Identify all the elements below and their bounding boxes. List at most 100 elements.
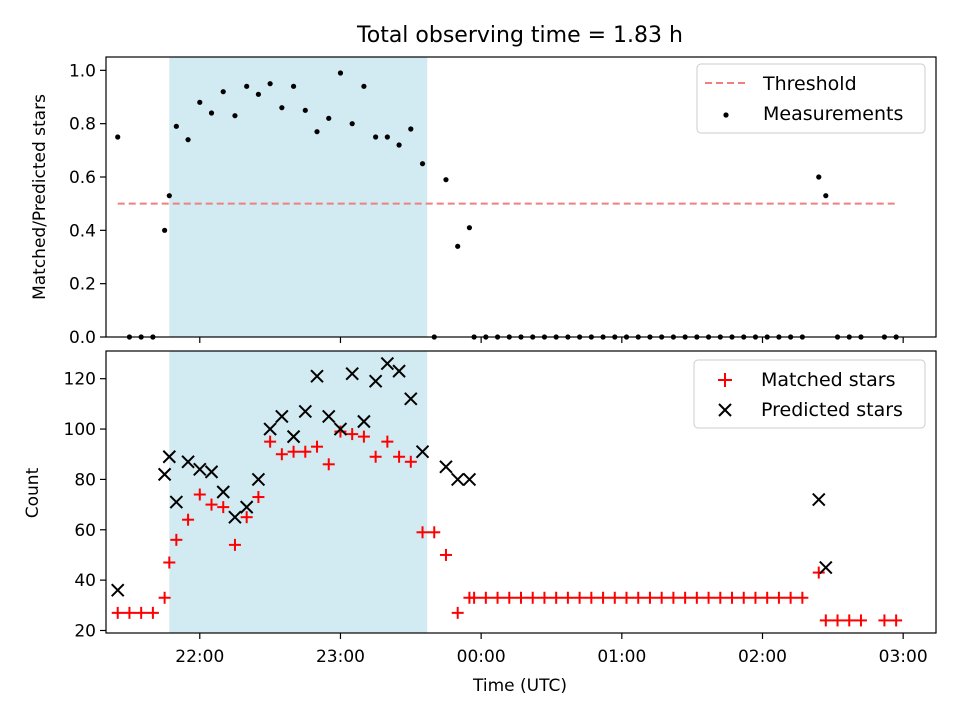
measurement-point: [455, 243, 461, 249]
measurement-point: [384, 134, 390, 140]
predicted-point: [392, 364, 406, 378]
predicted-point: [322, 409, 336, 424]
predicted-point: [162, 450, 177, 464]
predicted-point: [275, 409, 289, 424]
matched-point: [416, 526, 429, 539]
chart-title: Total observing time = 1.83 h: [356, 23, 683, 48]
matched-point: [643, 591, 656, 604]
matched-point: [812, 566, 825, 579]
matched-point: [679, 591, 692, 604]
bottom-matched-series: [111, 425, 903, 627]
top-y-tick-label: 0.8: [69, 115, 96, 135]
predicted-point: [450, 472, 465, 487]
predicted-point: [181, 455, 195, 469]
matched-point: [123, 606, 136, 619]
matched-point: [749, 591, 762, 604]
top-plot-frame: [105, 56, 937, 338]
matched-point: [346, 428, 359, 441]
measurement-point: [208, 110, 215, 116]
bottom-legend: Matched stars Predicted stars: [693, 359, 926, 429]
bottom-legend-box: [693, 359, 926, 429]
matched-point: [205, 498, 218, 511]
measurement-point: [466, 225, 473, 231]
bottom-x-tick-label: 02:00: [738, 647, 787, 667]
predicted-point: [380, 356, 395, 371]
bottom-x-tick-label: 22:00: [175, 647, 224, 667]
measurement-point: [115, 134, 121, 140]
measurement-point: [302, 107, 308, 113]
matched-point: [655, 591, 668, 604]
matched-point: [146, 606, 159, 619]
predicted-point: [239, 500, 254, 514]
measurement-point: [326, 115, 332, 121]
predicted-point: [812, 492, 826, 507]
predicted-point: [157, 467, 172, 482]
matched-legend-label: Matched stars: [761, 369, 895, 391]
matched-point: [585, 591, 598, 604]
bottom-x-tick-label: 00:00: [457, 647, 506, 667]
matched-point: [334, 425, 347, 438]
matched-point: [264, 435, 277, 448]
predicted-point: [368, 374, 383, 388]
matched-point: [381, 435, 394, 448]
predicted-point: [193, 462, 207, 477]
top-y-tick-label: 0.0: [69, 328, 96, 348]
matched-point: [275, 448, 288, 461]
bottom-y-tick-label: 40: [74, 571, 96, 591]
matched-point: [135, 606, 148, 619]
measurement-point: [373, 134, 379, 140]
predicted-point: [204, 465, 219, 479]
top-y-tick-label: 0.4: [69, 221, 96, 241]
predicted-point: [310, 369, 324, 383]
matched-point: [217, 501, 230, 514]
bottom-predicted-series: [111, 356, 833, 597]
predicted-point: [415, 445, 430, 459]
matched-point: [228, 538, 241, 551]
predicted-point: [439, 460, 453, 474]
predicted-point: [345, 366, 359, 381]
matched-point: [158, 591, 171, 604]
bottom-y-tick-label: 100: [64, 420, 96, 440]
matched-point: [667, 591, 680, 604]
matched-point: [491, 591, 504, 604]
matched-point: [796, 591, 809, 604]
top-y-tick-label: 0.6: [69, 168, 96, 188]
matched-point: [831, 614, 844, 627]
matched-point: [252, 491, 265, 504]
matched-point: [182, 513, 195, 526]
matched-point: [468, 591, 481, 604]
measurement-point: [279, 105, 285, 111]
matched-point: [784, 591, 797, 604]
matched-point: [714, 591, 727, 604]
matched-point: [369, 450, 382, 463]
measurements-legend-label: Measurements: [763, 103, 903, 125]
matched-point: [503, 591, 516, 604]
matched-point: [819, 614, 832, 627]
measurement-point: [255, 91, 262, 97]
measurement-point: [244, 83, 250, 89]
matched-point: [538, 591, 551, 604]
matched-point: [322, 458, 335, 471]
top-x-axis: [199, 337, 904, 343]
matched-point: [515, 591, 527, 604]
bottom-y-axis-label: Count: [23, 467, 43, 518]
matched-point: [526, 591, 539, 604]
matched-point: [479, 591, 492, 604]
measurement-point: [314, 129, 320, 135]
x-axis-label: Time (UTC): [472, 676, 567, 696]
matched-point: [111, 606, 124, 619]
matched-point: [439, 548, 452, 561]
matched-point: [597, 591, 610, 604]
predicted-point: [216, 485, 230, 499]
matched-point: [428, 526, 441, 539]
matched-point: [573, 591, 586, 604]
matched-point: [299, 445, 312, 458]
measurement-point: [396, 142, 402, 148]
top-y-tick-label: 0.2: [69, 275, 96, 295]
threshold-legend-label: Threshold: [762, 73, 857, 95]
predicted-point: [462, 472, 477, 487]
top-legend-box: [696, 63, 926, 134]
matched-point: [550, 591, 563, 604]
predicted-point: [169, 495, 184, 509]
